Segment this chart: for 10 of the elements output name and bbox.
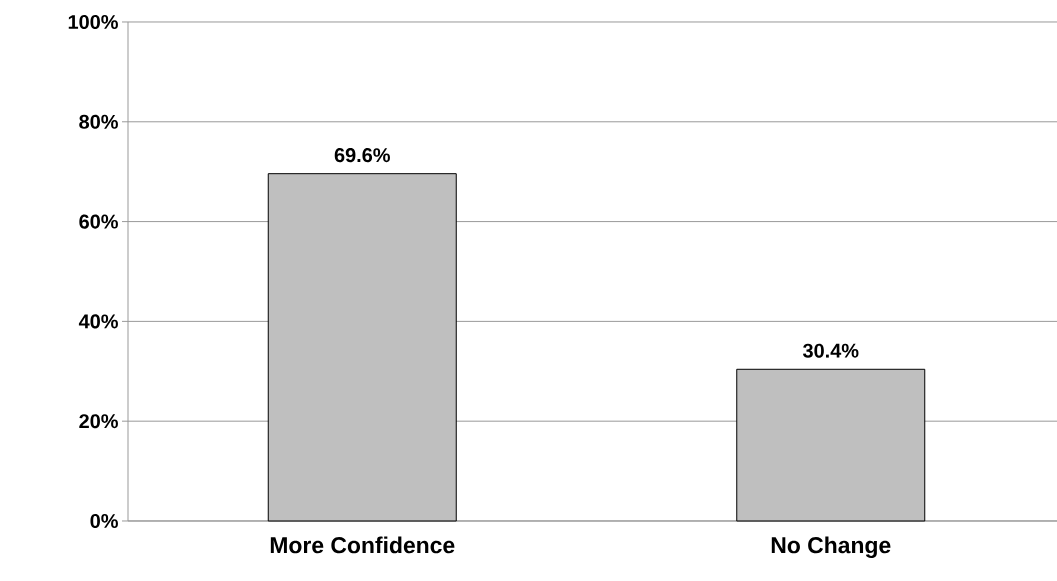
y-tick-label: 0%: [90, 513, 118, 529]
x-tick-label: More Confidence: [270, 536, 455, 554]
y-tick-label: 40%: [78, 314, 118, 329]
data-label: 30.4%: [802, 343, 859, 358]
y-tick-label: 20%: [79, 414, 118, 429]
y-tick-label: 80%: [79, 114, 118, 129]
x-tick-label: No Change: [771, 536, 891, 558]
y-tick-label: 60%: [79, 214, 118, 229]
y-tick-label: 100%: [68, 14, 118, 30]
data-label: 69.6%: [334, 148, 390, 163]
